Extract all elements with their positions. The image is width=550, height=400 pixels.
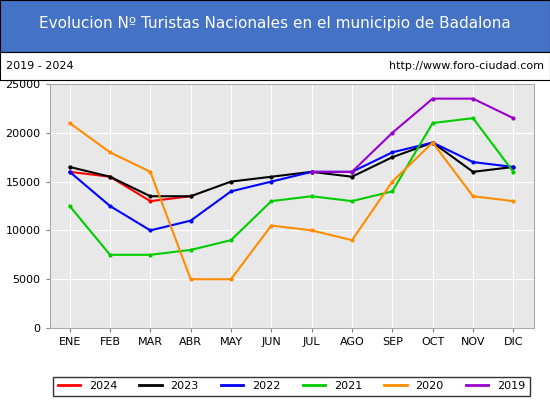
Text: http://www.foro-ciudad.com: http://www.foro-ciudad.com [389, 61, 544, 71]
Text: Evolucion Nº Turistas Nacionales en el municipio de Badalona: Evolucion Nº Turistas Nacionales en el m… [39, 16, 511, 31]
Legend: 2024, 2023, 2022, 2021, 2020, 2019: 2024, 2023, 2022, 2021, 2020, 2019 [53, 377, 530, 396]
Text: 2019 - 2024: 2019 - 2024 [6, 61, 73, 71]
